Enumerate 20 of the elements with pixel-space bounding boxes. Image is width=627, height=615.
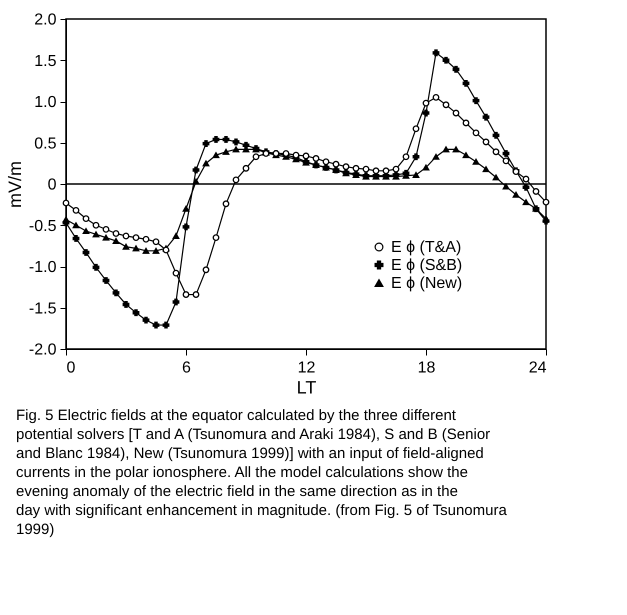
y-tick-label: -1.5 [28, 300, 57, 318]
y-tick-label: -1.0 [28, 259, 57, 276]
x-tick-label: 18 [418, 360, 436, 376]
legend-label: E ϕ (New) [391, 275, 462, 292]
legend-label: E ϕ (S&B) [391, 257, 462, 274]
y-tick-label: -0.5 [28, 218, 57, 235]
caption: Fig. 5 Electric fields at the equator calculated by the three different potential solvers [T and A (Tsunomura and Araki 1984), S and B (Senior and Blanc 1984), New (Tsunomura 1999)] with an input of field-aligned currents in the polar ionosphere. All the model calculations show the evening anomaly of the electric field in the same direction as in the day with significant enhancement in magnitude. (from Fig. 5 of Tsunomura 1999) [16, 407, 508, 538]
x-tick-label: 24 [528, 360, 547, 376]
x-tick-label: 0 [66, 360, 76, 376]
y-axis-title: mV/m [4, 161, 25, 208]
y-tick-label: 1.5 [34, 52, 57, 70]
y-tick-label: 0.5 [34, 135, 57, 152]
x-tick-label: 6 [182, 360, 192, 376]
y-tick-label: 2.0 [34, 12, 57, 28]
y-tick-label: 0 [48, 176, 57, 194]
x-tick-label: 12 [298, 360, 316, 376]
x-axis-title: LT [296, 378, 316, 398]
legend-label: E ϕ (T&A) [391, 239, 462, 256]
y-tick-label: -2.0 [28, 342, 57, 358]
y-tick-label: 1.0 [34, 94, 57, 111]
